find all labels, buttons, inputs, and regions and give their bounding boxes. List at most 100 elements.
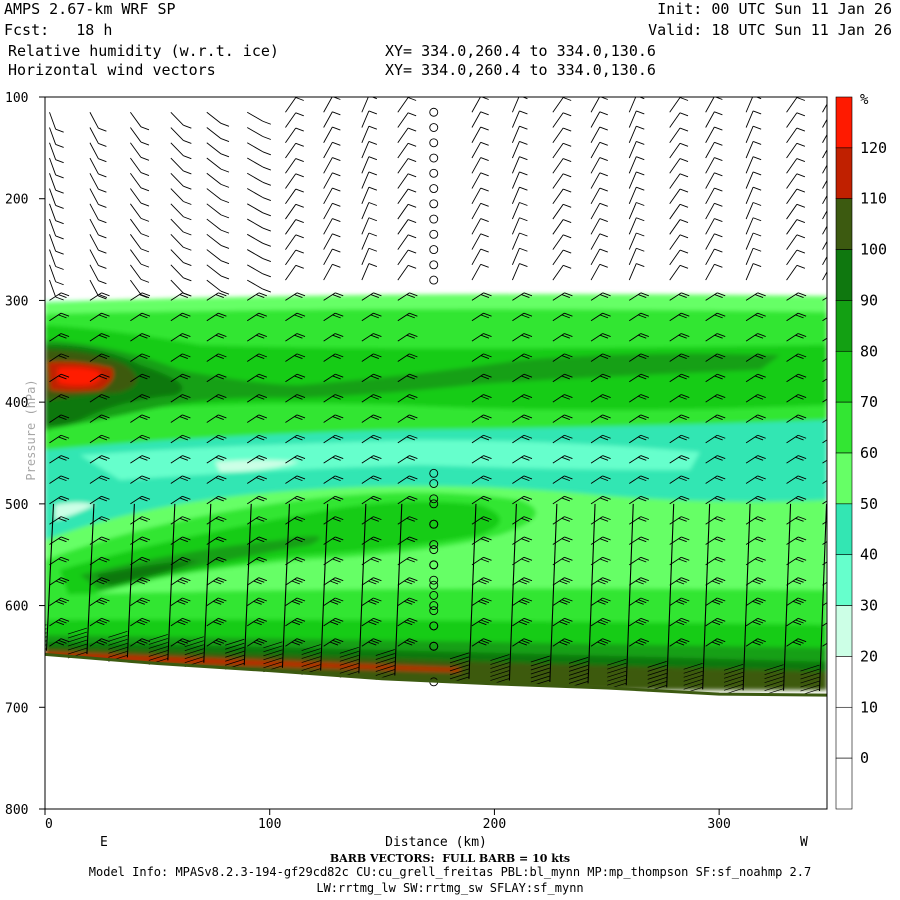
barb-flag (480, 538, 490, 543)
barb-flag (218, 414, 227, 419)
barb-shaft (471, 333, 484, 342)
wind-barb (512, 292, 533, 301)
barb-shaft (590, 434, 603, 444)
barb-flag (370, 375, 380, 380)
barb-flag (638, 334, 647, 339)
barb-shaft (206, 455, 219, 464)
wind-barb (170, 394, 191, 403)
wind-barb (669, 158, 689, 174)
wind-barb (206, 617, 227, 627)
wind-barb (397, 312, 418, 322)
barb-fan (148, 646, 168, 653)
barb-flag (256, 456, 265, 461)
barb-fan (449, 664, 470, 672)
barb-shaft (246, 333, 260, 342)
barb-shaft (130, 516, 143, 525)
east-label: E (100, 835, 108, 850)
barb-fan (301, 656, 321, 663)
barb-flag (796, 112, 806, 117)
wind-barb (669, 203, 689, 220)
wind-barb (49, 556, 70, 566)
barb-shaft (822, 541, 827, 545)
barb-flag (409, 312, 418, 317)
barb-flag (714, 538, 723, 543)
barb-shaft (170, 172, 184, 187)
barb-flag (256, 599, 265, 604)
wind-barb (705, 414, 726, 423)
barb-flag (335, 536, 344, 541)
wind-barb (130, 173, 150, 192)
barb-shaft (246, 434, 260, 444)
barb-flag (752, 580, 761, 585)
wind-barb (49, 373, 70, 383)
barb-flag (182, 475, 191, 480)
barb-flag (717, 414, 726, 419)
barb-flag (182, 394, 191, 398)
wind-barb (397, 234, 417, 250)
barb-shaft (397, 127, 409, 144)
wind-barb (629, 516, 649, 525)
barb-flag (752, 621, 761, 626)
barb-flag (182, 577, 191, 582)
barb-flag (258, 536, 267, 541)
barb-flag (101, 353, 110, 358)
wind-barb (130, 127, 150, 146)
barb-flag (409, 333, 418, 337)
barb-flag (523, 353, 533, 358)
wind-barb (745, 202, 762, 220)
barb-flag (335, 577, 344, 582)
barb-shaft (705, 312, 718, 322)
barb-flag (404, 580, 413, 585)
barb-fan (764, 676, 784, 684)
barb-flag (368, 263, 378, 267)
barb-flag (98, 436, 108, 441)
barb-flag (523, 577, 533, 582)
wind-barb (323, 233, 341, 250)
barb-shaft (246, 617, 260, 627)
barb-shaft (285, 234, 297, 250)
barb-flag (714, 334, 723, 339)
barb-flag (296, 373, 306, 378)
barb-flag (714, 218, 723, 222)
wind-barb (669, 173, 689, 189)
wind-barb (397, 219, 417, 235)
barb-shaft (170, 279, 184, 294)
barb-flag (561, 416, 571, 421)
barb-flag (406, 314, 415, 319)
barb-flag (98, 294, 108, 298)
barb-shaft (361, 638, 374, 647)
barb-shaft (361, 217, 370, 235)
barb-flag (215, 294, 224, 298)
barb-flag (335, 312, 344, 317)
barb-flag (714, 172, 723, 177)
barb-fan (45, 648, 47, 650)
wind-barb (361, 617, 382, 627)
wind-barb (471, 292, 492, 301)
wind-barb (170, 312, 191, 322)
barb-shaft (397, 617, 410, 627)
barb-flag (797, 312, 807, 317)
barb-flag (220, 244, 230, 249)
barb-flag (139, 578, 148, 583)
barb-shaft (590, 203, 601, 220)
barb-shaft (629, 516, 642, 525)
wind-barb (669, 142, 689, 159)
barb-flag (182, 434, 191, 439)
barb-flag (262, 288, 271, 293)
barb-flag (373, 312, 382, 317)
wind-barb (206, 577, 227, 586)
barb-flag (638, 599, 647, 604)
wind-barb (786, 127, 806, 144)
barb-flag (714, 314, 723, 319)
barb-flag (409, 414, 418, 419)
barb-flag (335, 617, 344, 622)
wind-barb (629, 434, 649, 444)
barb-shaft (49, 312, 62, 322)
barb-shaft (206, 218, 222, 231)
barb-shaft (745, 156, 754, 174)
barb-shaft (206, 414, 219, 423)
wind-barb (323, 312, 344, 322)
wind-barb (786, 455, 807, 464)
barb-shaft (552, 475, 565, 484)
barb-flag (98, 142, 107, 147)
